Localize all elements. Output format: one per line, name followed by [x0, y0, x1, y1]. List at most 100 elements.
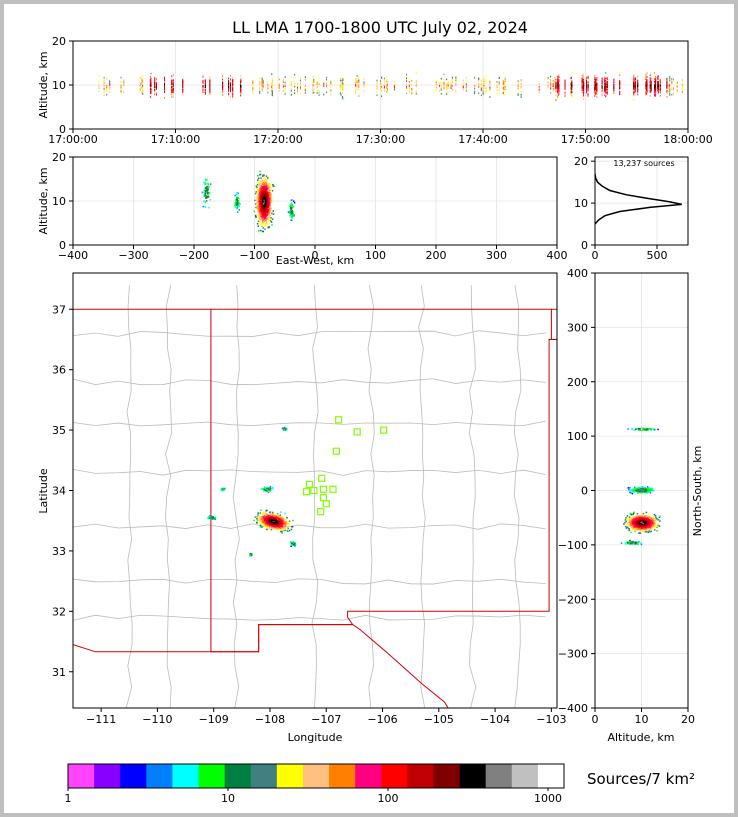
altitude-time-source — [517, 94, 519, 97]
eastwest-source — [266, 223, 269, 226]
plan-view-source — [268, 511, 271, 514]
altitude-time-source — [633, 75, 635, 78]
ns-source — [651, 518, 653, 521]
eastwest-source — [271, 190, 274, 192]
altitude-time-source — [564, 91, 566, 94]
altitude-time-source — [504, 88, 506, 91]
altitude-time-source — [657, 85, 659, 87]
altitude-time-source — [659, 84, 661, 87]
altitude-time-source — [451, 81, 453, 84]
eastwest-ytick-label: 0 — [59, 239, 66, 252]
altitude-time-source — [485, 74, 487, 77]
altitude-time-source — [376, 94, 378, 97]
altitude-time-source — [637, 79, 639, 82]
altitude-time-source — [478, 86, 480, 88]
plan-view-source — [286, 530, 289, 532]
altitude-time-source — [240, 92, 242, 95]
altitude-time-source — [262, 81, 264, 83]
plan-view-source — [286, 525, 288, 528]
plan-view-source — [259, 517, 261, 519]
altitude-time-source — [483, 87, 485, 90]
altitude-time-source — [123, 91, 125, 93]
eastwest-source — [266, 210, 269, 213]
plan-view-source — [273, 522, 275, 524]
eastwest-source — [289, 214, 291, 217]
eastwest-source — [268, 182, 270, 184]
ns-source — [649, 516, 652, 518]
eastwest-source — [257, 194, 259, 197]
altitude-time-source — [259, 81, 261, 83]
ns-source — [651, 523, 654, 526]
altitude-time-source — [415, 72, 417, 74]
ns-source — [640, 513, 643, 515]
eastwest-source — [266, 204, 269, 207]
altitude-time-source — [455, 80, 457, 82]
altitude-time-source — [142, 75, 144, 77]
altitude-time-source — [504, 81, 506, 84]
altitude-time-source — [520, 96, 522, 98]
plan-view-source — [275, 514, 278, 517]
altitude-time-source — [504, 87, 506, 89]
altitude-time-source — [406, 91, 408, 94]
plan-view-source — [249, 554, 252, 557]
altitude-time-source — [654, 91, 656, 93]
altitude-time-source — [619, 81, 621, 84]
altitude-time-source — [252, 83, 254, 86]
ns-source — [647, 525, 649, 527]
eastwest-source — [258, 213, 260, 216]
altitude-time-source — [299, 83, 301, 85]
latitude-tick-label: 37 — [52, 303, 66, 316]
eastwest-source — [206, 185, 209, 188]
altitude-time-source — [358, 86, 360, 88]
eastwest-source — [207, 187, 210, 189]
altitude-time-source — [564, 79, 566, 82]
altitude-time-source — [634, 82, 636, 85]
altitude-time-source — [547, 76, 549, 79]
altitude-time-source — [520, 90, 522, 93]
altitude-time-source — [681, 86, 683, 88]
altitude-time-source — [299, 79, 301, 82]
ns-source — [643, 514, 646, 517]
altitude-time-source — [232, 81, 234, 84]
altitude-time-source — [358, 84, 360, 87]
altitude-time-source — [654, 93, 656, 96]
altitude-time-source — [594, 78, 596, 81]
plan-view-source — [294, 542, 296, 544]
altitude-time-source — [341, 96, 343, 98]
county-border — [165, 285, 173, 708]
altitude-time-source — [355, 79, 357, 82]
altitude-time-source — [149, 82, 151, 85]
altitude-time-source — [478, 83, 480, 86]
plan-view-source — [294, 543, 297, 546]
eastwest-source — [289, 206, 292, 209]
eastwest-source — [260, 210, 263, 212]
plan-view-source — [270, 520, 273, 523]
lma-station-marker — [380, 426, 388, 434]
altitude-time-source — [232, 79, 234, 82]
ns-source — [645, 514, 647, 517]
altitude-time-source — [655, 89, 657, 92]
plan-view-source — [276, 519, 278, 522]
eastwest-source — [204, 206, 207, 209]
eastwest-source — [268, 208, 270, 211]
altitude-time-source — [172, 74, 174, 76]
altitude-time-source — [483, 84, 485, 87]
altitude-time-source — [282, 89, 284, 92]
altitude-time-source — [109, 91, 111, 93]
altitude-time-source — [613, 87, 615, 89]
altitude-time-source — [209, 88, 211, 90]
altitude-time-source — [587, 89, 589, 92]
altitude-time-source — [480, 87, 482, 90]
altitude-time-source — [326, 83, 328, 85]
eastwest-source — [258, 183, 261, 186]
ns-source — [645, 511, 648, 514]
altitude-time-source — [171, 90, 173, 93]
altitude-time-source — [645, 81, 647, 84]
eastwest-source — [205, 195, 208, 197]
altitude-time-source — [601, 77, 603, 80]
altitude-time-source — [581, 91, 583, 93]
eastwest-source — [266, 208, 269, 211]
eastwest-source — [205, 196, 208, 199]
altitude-time-source — [547, 81, 549, 84]
eastwest-source — [236, 196, 239, 198]
